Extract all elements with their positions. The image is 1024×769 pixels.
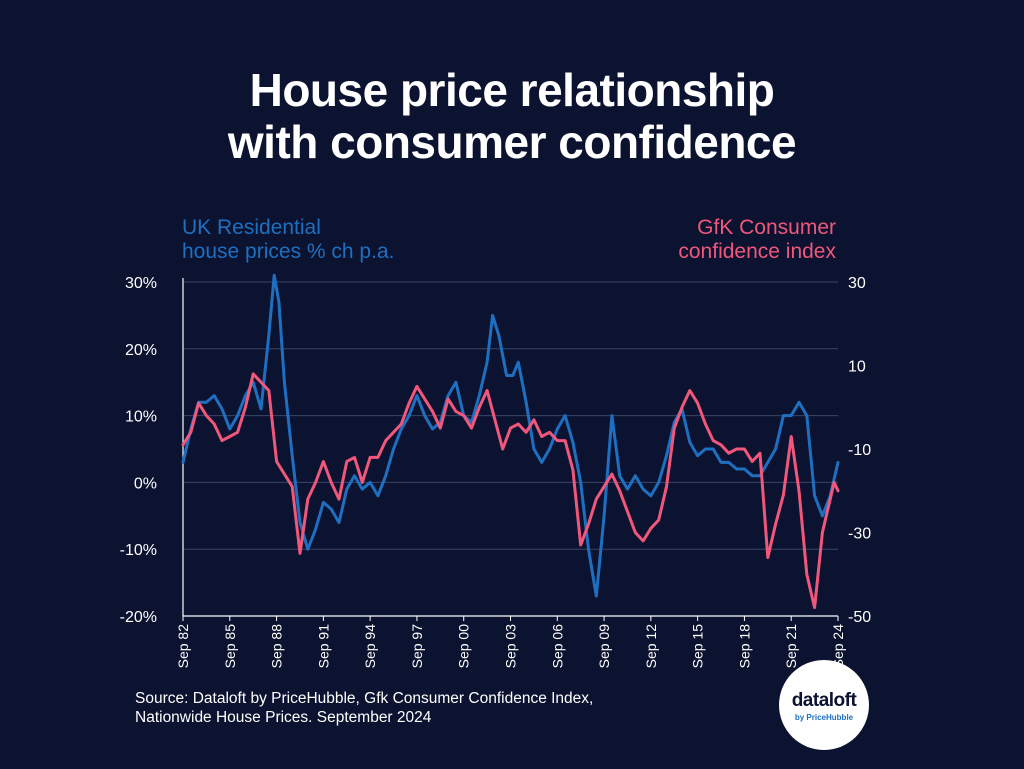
right-axis-title: GfK Consumer confidence index bbox=[678, 216, 836, 264]
source-note: Source: Dataloft by PriceHubble, Gfk Con… bbox=[135, 689, 593, 727]
x-tick-label: Sep 88 bbox=[269, 624, 285, 669]
left-tick-label: -10% bbox=[120, 542, 157, 559]
x-tick-label: Sep 82 bbox=[175, 624, 191, 669]
x-tick-label: Sep 09 bbox=[596, 624, 612, 669]
left-tick-label: 0% bbox=[134, 475, 157, 492]
left-axis-title-line-2: house prices % ch p.a. bbox=[182, 240, 395, 263]
x-tick-label: Sep 00 bbox=[456, 624, 472, 669]
left-tick-label: 30% bbox=[125, 275, 157, 292]
x-tick-label: Sep 12 bbox=[643, 624, 659, 669]
x-tick-label: Sep 97 bbox=[409, 624, 425, 669]
consumer-confidence-line bbox=[181, 372, 840, 610]
dataloft-logo: dataloft by PriceHubble bbox=[779, 660, 869, 750]
title-line-1: House price relationship bbox=[249, 64, 775, 116]
x-tick-label: Sep 15 bbox=[690, 624, 706, 669]
right-axis-title-line-1: GfK Consumer bbox=[697, 216, 836, 239]
house-prices-line bbox=[181, 273, 840, 598]
left-tick-label: 20% bbox=[125, 342, 157, 359]
logo-name: dataloft bbox=[791, 690, 857, 711]
left-tick-label: 10% bbox=[125, 409, 157, 426]
right-tick-label: -30 bbox=[848, 526, 871, 543]
x-tick-label: Sep 85 bbox=[222, 624, 238, 669]
source-line-1: Source: Dataloft by PriceHubble, Gfk Con… bbox=[135, 690, 594, 707]
right-tick-label: 10 bbox=[848, 359, 866, 376]
page-title: House price relationship with consumer c… bbox=[0, 64, 1024, 168]
right-tick-label: -10 bbox=[848, 442, 871, 459]
left-axis-title: UK Residential house prices % ch p.a. bbox=[182, 216, 394, 264]
source-line-2: Nationwide House Prices. September 2024 bbox=[135, 709, 432, 726]
x-tick-label: Sep 94 bbox=[362, 624, 378, 669]
x-tick-label: Sep 24 bbox=[830, 624, 846, 669]
left-axis-title-line-1: UK Residential bbox=[182, 216, 321, 239]
x-tick-label: Sep 18 bbox=[736, 624, 752, 669]
x-tick-label: Sep 03 bbox=[503, 624, 519, 669]
title-line-2: with consumer confidence bbox=[227, 116, 797, 168]
right-tick-label: -50 bbox=[848, 609, 871, 626]
right-axis-title-line-2: confidence index bbox=[678, 240, 836, 263]
x-tick-label: Sep 06 bbox=[549, 624, 565, 669]
left-tick-label: -20% bbox=[120, 609, 157, 626]
x-tick-label: Sep 21 bbox=[783, 624, 799, 669]
right-tick-label: 30 bbox=[848, 275, 866, 292]
logo-subtitle: by PriceHubble bbox=[794, 713, 854, 722]
x-tick-label: Sep 91 bbox=[315, 624, 331, 669]
